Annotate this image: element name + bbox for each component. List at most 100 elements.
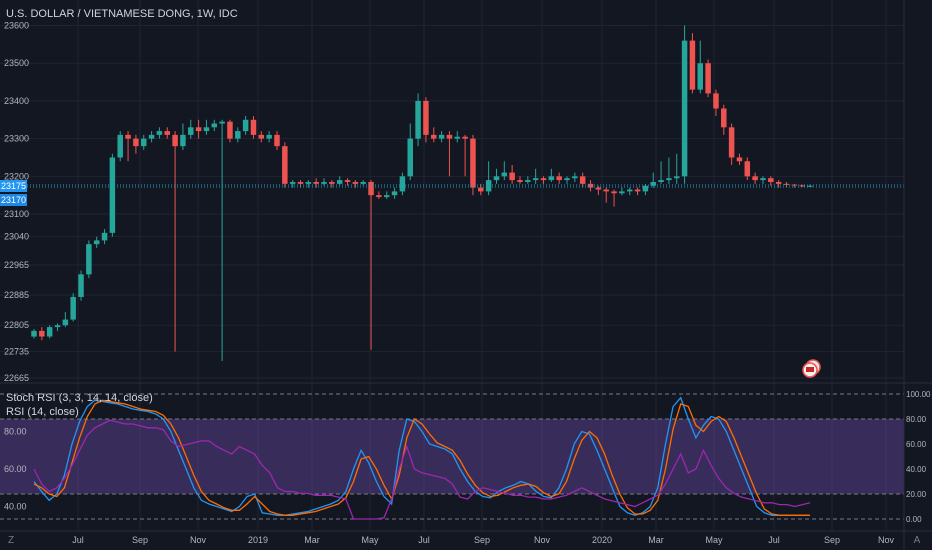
candle-body [579, 176, 586, 184]
candle-body [86, 244, 92, 275]
candle-body [352, 181, 359, 184]
candle-body [368, 181, 374, 196]
rsi-tick-label: 60.00 [4, 464, 27, 474]
candle-body [39, 330, 45, 337]
candle-body [297, 181, 304, 184]
time-tick-label: Nov [878, 535, 895, 545]
candle-body [54, 325, 61, 328]
auto-scale-label: A [913, 535, 921, 546]
price-tick-label: 22885 [4, 290, 29, 300]
oscillator-tick-label: 20.00 [906, 490, 927, 499]
current-price-line [0, 184, 904, 188]
candle-body [172, 134, 178, 147]
candle-body [674, 176, 680, 179]
oscillator-axis[interactable]: 0.00 20.00 40.00 60.00 80.00 100.00 40.00 60.00… [4, 390, 931, 524]
price-tick-label: 22735 [4, 347, 29, 357]
candle-body [689, 40, 696, 90]
oscillator-tick-label: 0.00 [906, 515, 922, 524]
price-tick-label: 23600 [4, 21, 29, 31]
oscillator-legend[interactable]: Stoch RSI (3, 3, 14, 14, close) RSI (14,… [6, 392, 153, 420]
candle-body [109, 157, 116, 233]
stoch-rsi-label: Stoch RSI (3, 3, 14, 14, close) [6, 392, 153, 404]
candle-body [736, 157, 743, 162]
candle-body [329, 181, 335, 184]
oscillator-grid [0, 393, 904, 520]
price-tick-label: 23040 [4, 232, 29, 242]
candle-body [744, 161, 751, 177]
oscillator-tick-label: 40.00 [906, 465, 927, 474]
candlestick-series [31, 25, 813, 362]
rsi-line [33, 419, 811, 520]
candle-body [125, 134, 131, 139]
candle-body [383, 195, 390, 198]
candle-body [62, 319, 69, 326]
main-grid [0, 0, 904, 531]
candle-body [438, 134, 445, 139]
time-tick-label: May [705, 535, 723, 545]
zoom-label: Z [7, 535, 15, 546]
candle-body [282, 146, 288, 184]
candle-body [799, 185, 805, 187]
candle-body [564, 178, 570, 181]
candle-body [235, 131, 241, 139]
price-tick-label: 23100 [4, 209, 29, 219]
event-flag-icon[interactable] [801, 357, 823, 379]
candle-body [713, 93, 719, 109]
price-tick-label: 22965 [4, 260, 29, 270]
rsi-band [0, 419, 904, 494]
candle-body [548, 176, 555, 181]
candle-body [697, 63, 704, 90]
candle-body [768, 178, 774, 182]
candle-body [556, 176, 562, 181]
candle-body [681, 40, 688, 177]
candle-body [360, 181, 366, 184]
candle-body [93, 240, 100, 245]
rsi-tick-label: 40.00 [4, 502, 27, 512]
time-tick-label: Nov [534, 535, 551, 545]
candle-body [705, 63, 711, 94]
zoom-button[interactable]: Z [2, 532, 20, 550]
auto-scale-button[interactable]: A [908, 532, 926, 550]
time-tick-label: Jul [418, 535, 430, 545]
time-tick-label: 2020 [592, 535, 612, 545]
price-tick-label: 23300 [4, 134, 29, 144]
oscillator-tick-label: 80.00 [906, 415, 927, 424]
candle-body [250, 119, 257, 135]
candle-body [305, 181, 312, 184]
candle-body [148, 134, 155, 139]
candle-body [611, 191, 617, 194]
candle-body [431, 134, 437, 139]
time-tick-label: Sep [132, 535, 148, 545]
candle-body [46, 327, 53, 337]
oscillator-background [0, 419, 904, 494]
candle-body [603, 189, 609, 192]
candle-body [415, 100, 421, 139]
candle-body [470, 138, 476, 188]
candle-body [140, 138, 147, 147]
symbol-title: U.S. DOLLAR / VIETNAMESE DONG, 1W, IDC [6, 8, 238, 20]
current-price-value: 23175 [1, 181, 27, 191]
price-axis[interactable]: 22665 22735 22805 22885 22965 23040 23100 23200… [4, 21, 29, 383]
candle-body [78, 274, 84, 297]
candle-body [313, 181, 319, 184]
price-tick-label: 22665 [4, 373, 29, 383]
price-tick-label: 22805 [4, 320, 29, 330]
candle-body [650, 181, 656, 186]
candle-body [376, 195, 382, 198]
oscillator-lines [33, 396, 811, 520]
candle-body [180, 134, 186, 147]
candle-body [728, 127, 735, 158]
candle-body [391, 191, 398, 196]
rsi-label: RSI (14, close) [6, 406, 79, 418]
candle-body [509, 172, 515, 181]
stoch-k-line [33, 396, 810, 516]
symbol-legend[interactable]: U.S. DOLLAR / VIETNAMESE DONG, 1W, IDC [6, 8, 238, 21]
candle-body [423, 100, 429, 135]
rsi-tick-label: 80.00 [4, 427, 27, 437]
candle-body [117, 134, 123, 158]
current-price-badge: 23175 [0, 180, 27, 192]
time-axis[interactable]: Jul Sep Nov 2019 Mar May Jul Sep Nov 2020 Mar May Ju… [72, 535, 894, 545]
candle-body [203, 127, 210, 132]
candle-body [478, 187, 484, 192]
